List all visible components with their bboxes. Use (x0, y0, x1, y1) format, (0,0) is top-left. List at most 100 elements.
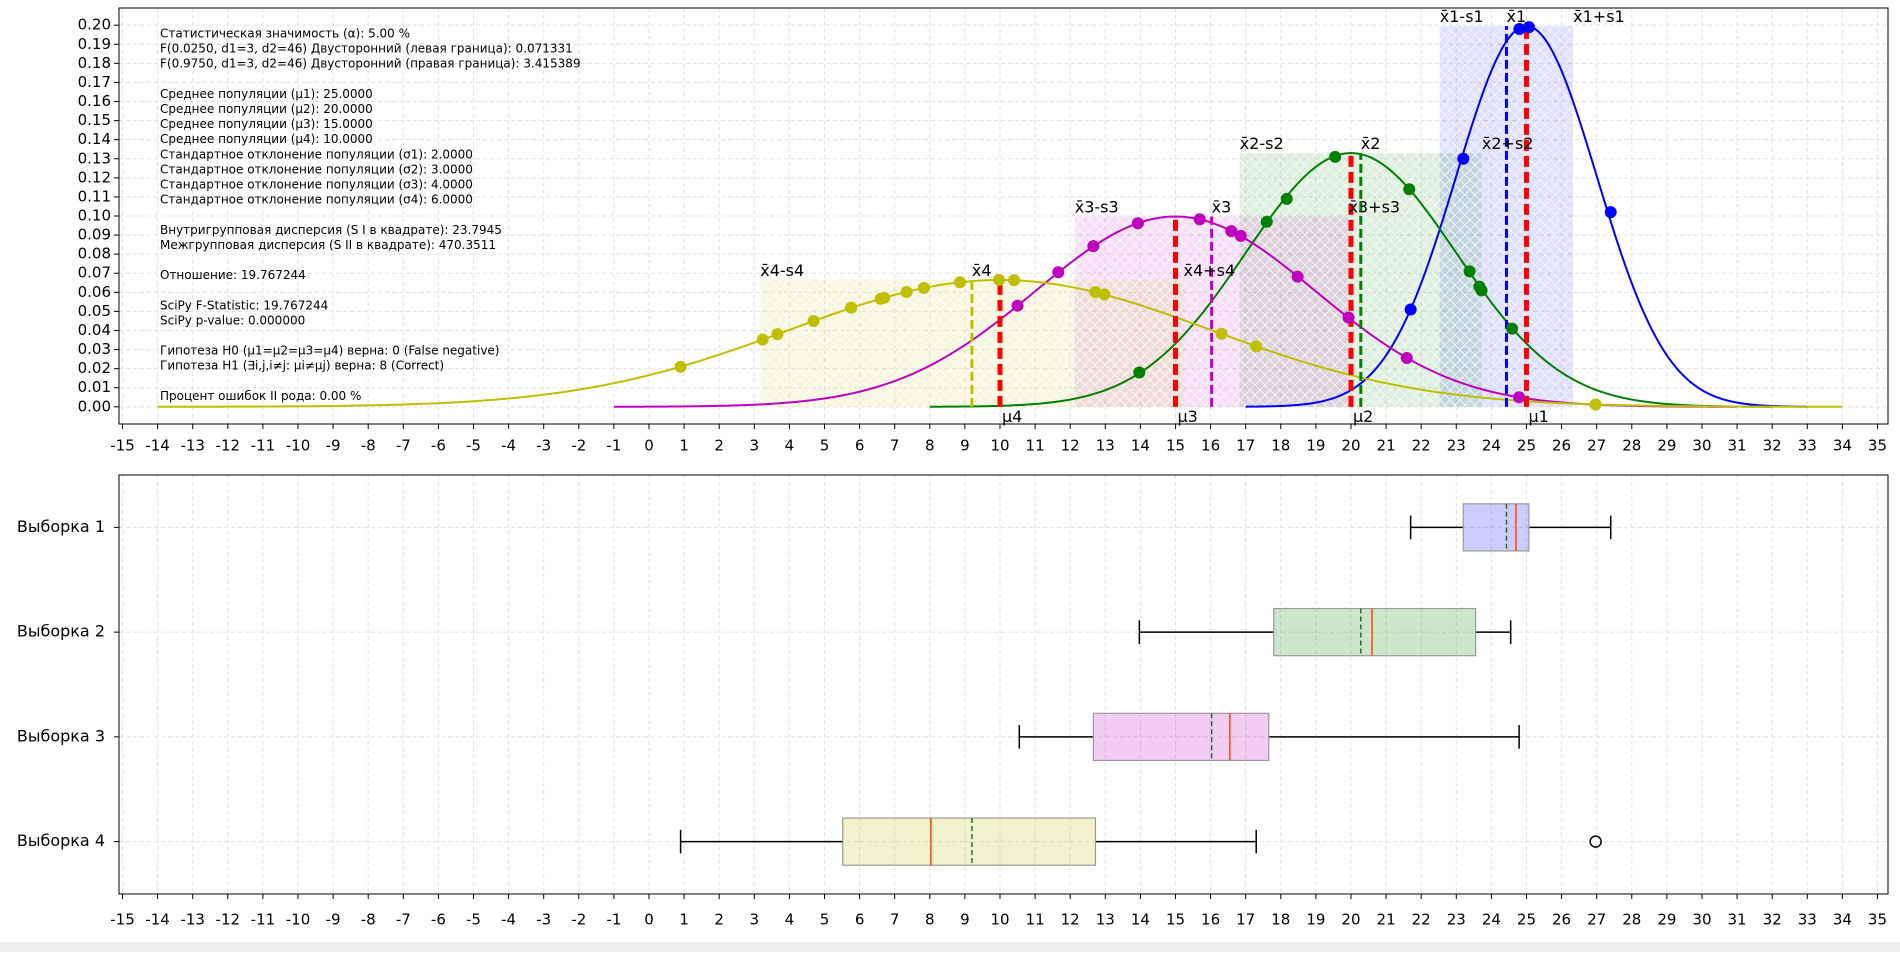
x-tick-label: 24 (1482, 437, 1501, 455)
x-tick-label: -10 (286, 911, 311, 929)
annotation: SciPy F-Statistic: 19.767244 (160, 298, 328, 312)
x-tick-label: 18 (1271, 437, 1290, 455)
sample-point (900, 285, 913, 298)
box (842, 817, 1097, 866)
x-tick-label: -9 (326, 911, 341, 929)
std-label: x̄2-s2 (1240, 134, 1284, 153)
x-tick-label: 12 (1061, 911, 1080, 929)
x-tick-label: -4 (501, 437, 516, 455)
sample-point (953, 276, 966, 289)
x-tick-label: 8 (925, 437, 935, 455)
x-tick-label: 19 (1306, 911, 1325, 929)
sample-point (1604, 206, 1617, 219)
x-tick-label: 5 (820, 911, 830, 929)
x-tick-label: 7 (890, 911, 900, 929)
y-tick-label: 0.01 (78, 378, 111, 396)
y-tick-label: 0.03 (78, 340, 111, 358)
x-tick-label: 34 (1833, 437, 1852, 455)
y-tick-label: 0.09 (78, 226, 111, 244)
y-tick-label: 0.02 (78, 359, 111, 377)
sample-point (1225, 225, 1238, 238)
sample-point (1250, 340, 1263, 353)
y-tick-label: 0.18 (78, 54, 111, 72)
x-tick-label: -9 (326, 437, 341, 455)
category-label: Выборка 3 (17, 726, 105, 745)
mu-label: μ3 (1177, 407, 1197, 426)
y-tick-label: 0.20 (78, 16, 111, 34)
x-tick-label: 23 (1447, 911, 1466, 929)
mu-label: μ1 (1528, 407, 1548, 426)
sample-point (878, 291, 891, 304)
y-tick-label: 0.10 (78, 207, 111, 225)
std-label: x̄1+s1 (1573, 7, 1625, 26)
std-label: x̄4+s4 (1184, 261, 1236, 280)
x-tick-label: 14 (1131, 911, 1150, 929)
sample-point (771, 328, 784, 341)
x-tick-label: -6 (431, 911, 446, 929)
x-tick-label: 23 (1447, 437, 1466, 455)
annotation: Среднее популяции (μ2): 20.0000 (160, 102, 373, 116)
x-tick-label: -10 (286, 437, 311, 455)
y-tick-label: 0.11 (78, 187, 111, 205)
x-tick-label: 18 (1271, 911, 1290, 929)
toolbar-strip (0, 942, 1900, 952)
x-tick-label: 26 (1552, 911, 1571, 929)
sample-point (807, 314, 820, 327)
x-tick-label: 28 (1622, 437, 1641, 455)
x-tick-label: -3 (536, 911, 551, 929)
x-tick-label: 22 (1412, 437, 1431, 455)
annotation: Стандартное отклонение популяции (σ1): 2… (160, 147, 473, 161)
x-tick-label: 10 (990, 911, 1009, 929)
annotation: Среднее популяции (μ4): 10.0000 (160, 132, 373, 146)
x-tick-label: -11 (251, 911, 276, 929)
x-tick-label: 29 (1657, 437, 1676, 455)
sample-point (917, 281, 930, 294)
x-tick-label: 21 (1377, 911, 1396, 929)
annotation: Стандартное отклонение популяции (σ4): 6… (160, 193, 473, 207)
x-tick-label: 34 (1833, 911, 1852, 929)
y-tick-label: 0.16 (78, 92, 111, 110)
y-tick-label: 0.13 (78, 149, 111, 167)
x-tick-label: 30 (1692, 437, 1711, 455)
annotation: F(0.0250, d1=3, d2=46) Двусторонний (лев… (160, 42, 573, 56)
x-tick-label: -6 (431, 437, 446, 455)
x-tick-label: -4 (501, 911, 516, 929)
y-tick-label: 0.00 (78, 397, 111, 415)
x-tick-label: 11 (1026, 911, 1045, 929)
sample-point (1463, 265, 1476, 278)
x-tick-label: 5 (820, 437, 830, 455)
sample-point (1193, 213, 1206, 226)
annotation: Отношение: 19.767244 (160, 268, 306, 282)
x-tick-label: 6 (855, 911, 865, 929)
sample-point (845, 301, 858, 314)
x-tick-label: 3 (750, 437, 760, 455)
sample-point (1052, 266, 1065, 279)
plot-area (157, 21, 1843, 411)
x-tick-label: -15 (110, 437, 135, 455)
x-tick-label: 33 (1798, 911, 1817, 929)
x-tick-label: 25 (1517, 437, 1536, 455)
x-tick-label: -5 (466, 911, 481, 929)
x-tick-label: 17 (1236, 437, 1255, 455)
sample-point (1260, 215, 1273, 228)
y-tick-label: 0.14 (78, 130, 111, 148)
x-tick-label: 0 (644, 911, 654, 929)
x-tick-label: 30 (1692, 911, 1711, 929)
box (1462, 503, 1530, 552)
sample-point (1087, 240, 1100, 253)
mean-label: x̄1 (1506, 7, 1526, 26)
annotation: Межгрупповая дисперсия (S II в квадрате)… (160, 238, 496, 252)
mean-label: x̄3 (1212, 198, 1232, 217)
std-label: x̄3-s3 (1075, 198, 1119, 217)
annotation: Среднее популяции (μ1): 25.0000 (160, 87, 373, 101)
density-curve (929, 152, 1773, 408)
x-tick-label: 33 (1798, 437, 1817, 455)
x-tick-label: 20 (1341, 437, 1360, 455)
std-label: x̄4-s4 (760, 261, 804, 280)
x-tick-label: -14 (145, 437, 170, 455)
x-tick-label: 24 (1482, 911, 1501, 929)
x-tick-label: 7 (890, 437, 900, 455)
x-tick-label: 13 (1096, 911, 1115, 929)
x-tick-label: 31 (1728, 437, 1747, 455)
